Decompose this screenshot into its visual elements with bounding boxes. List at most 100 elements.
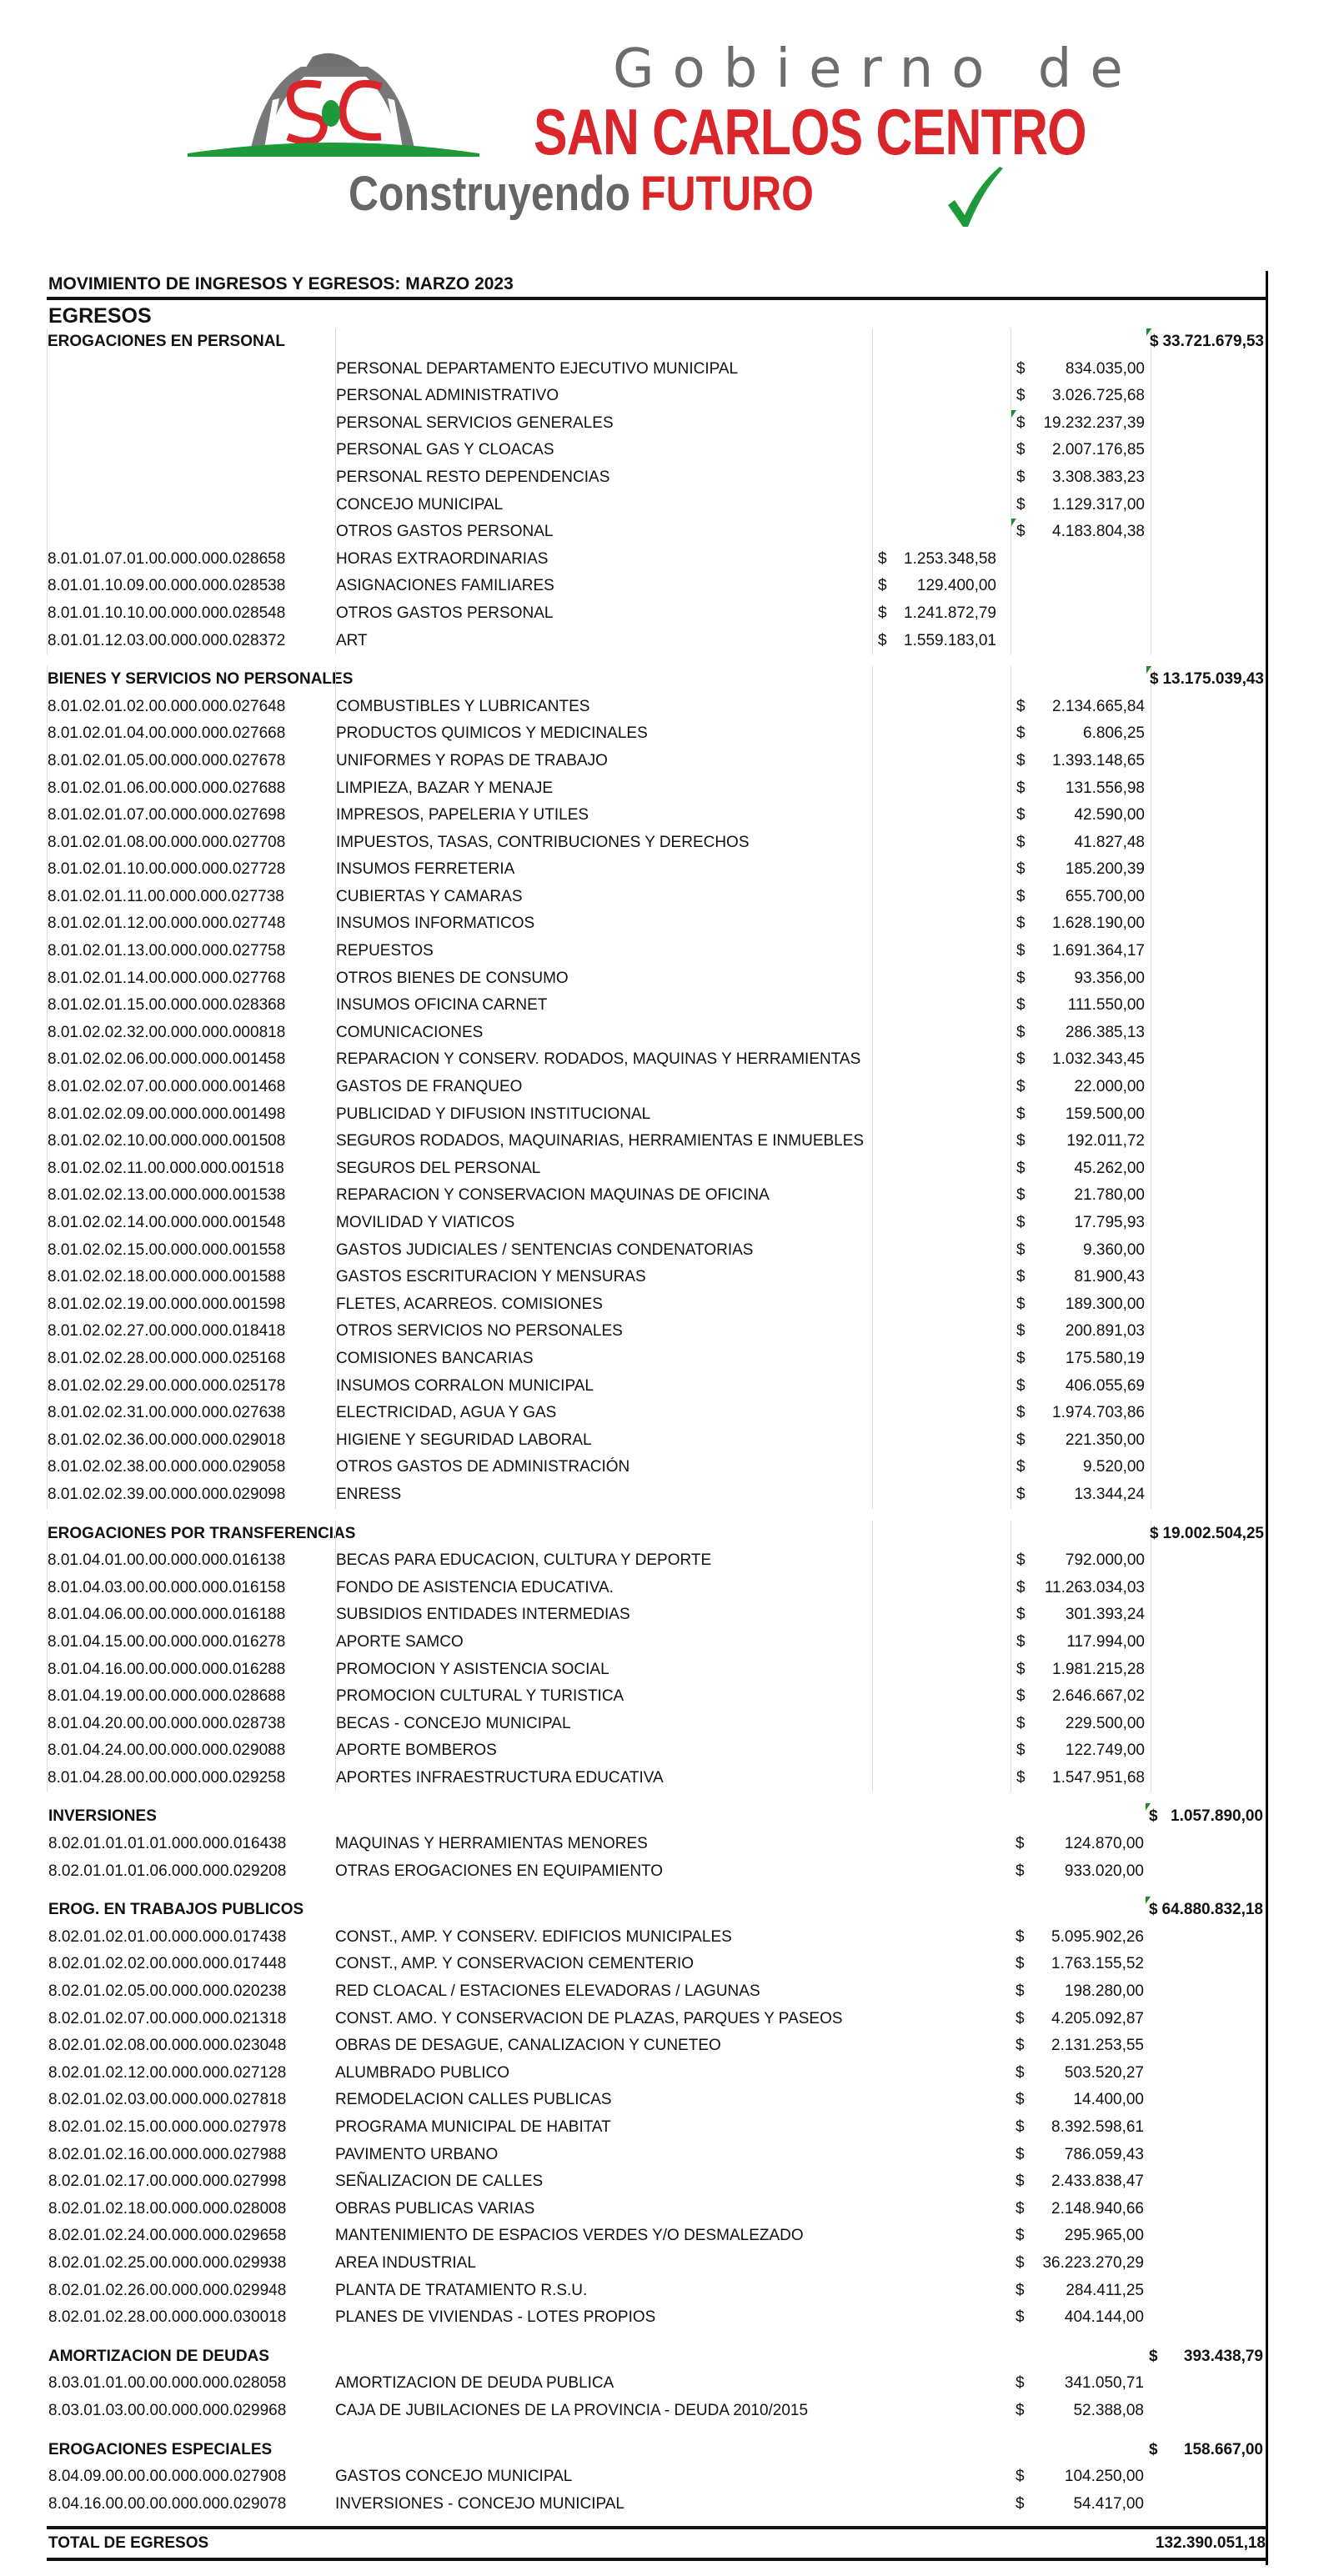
description: MAQUINAS Y HERRAMIENTAS MENORES [335, 1835, 648, 1853]
line-amount: $792.000,00 [1011, 1547, 1151, 1575]
detail-amount [872, 519, 1003, 546]
account-code: 8.01.04.03.00.00.000.000.016158 [47, 1574, 331, 1602]
detail-amount [872, 2463, 1002, 2491]
grid-cell [1151, 383, 1266, 410]
description: GASTOS JUDICIALES / SENTENCIAS CONDENATO… [335, 1236, 870, 1265]
amount-value: 11.263.034,03 [1044, 1578, 1145, 1596]
grid-cell [1151, 1210, 1266, 1237]
amount-value: 301.393,24 [1065, 1606, 1145, 1624]
detail-amount [872, 747, 1003, 775]
line-amount: $189.300,00 [1011, 1291, 1151, 1319]
section-header: EROG. EN TRABAJOS PUBLICOS $64.880.832,18 [47, 1897, 1267, 1924]
account-code: 8.01.01.07.01.00.000.000.028658 [47, 545, 331, 574]
amount-value: 93.356,00 [1074, 969, 1145, 987]
account-code: 8.01.02.02.07.00.000.000.001468 [47, 1074, 331, 1101]
account-code [47, 355, 331, 383]
line-amount: $93.356,00 [1011, 965, 1151, 993]
detail-amount [872, 1710, 1003, 1738]
sections: EROGACIONES EN PERSONAL $33.721.679,53 PER… [47, 328, 1267, 2518]
account-code: 8.01.04.20.00.00.000.000.028738 [47, 1710, 331, 1738]
description: FONDO DE ASISTENCIA EDUCATIVA. [335, 1574, 870, 1602]
line-amount: $1.691.364,17 [1011, 938, 1151, 965]
amount-value: 54.417,00 [1073, 2494, 1144, 2513]
amount-value: 834.035,00 [1065, 359, 1145, 378]
account-code: 8.02.01.02.18.00.000.000.028008 [48, 2199, 287, 2218]
description: PROMOCION CULTURAL Y TURISTICA [335, 1683, 870, 1711]
amount-value: 19.002.504,25 [1162, 1524, 1264, 1542]
currency-sign: $ [1016, 1404, 1026, 1422]
line-amount: $341.050,71 [1011, 2370, 1151, 2398]
table-row: 8.01.04.01.00.00.000.000.016138 BECAS PAR… [47, 1547, 1267, 1575]
grid-cell [335, 1520, 870, 1548]
line-amount: $36.223.270,29 [1011, 2250, 1151, 2278]
account-code: 8.02.01.02.17.00.000.000.027998 [48, 2173, 287, 2191]
table-row: 8.01.02.01.10.00.000.000.027728 INSUMOS F… [47, 856, 1267, 884]
description: OTRAS EROGACIONES EN EQUIPAMIENTO [335, 1862, 664, 1880]
grid-cell [1151, 693, 1266, 721]
section-total: $393.438,79 [1149, 2343, 1266, 2371]
account-code: 8.02.01.02.03.00.000.000.027818 [48, 2091, 287, 2109]
description: ALUMBRADO PUBLICO [335, 2063, 510, 2082]
grid-cell [1151, 1019, 1266, 1047]
detail-amount [872, 883, 1003, 911]
detail-amount [872, 2032, 1002, 2060]
account-code: 8.01.02.02.15.00.000.000.001558 [47, 1236, 331, 1265]
amount-value: 104.250,00 [1064, 2468, 1144, 2486]
table-row: 8.02.01.02.05.00.000.000.020238 RED CLOAC… [47, 1978, 1267, 2006]
table-row: 8.01.02.01.11.00.000.000.027738 CUBIERTAS… [47, 883, 1267, 911]
amount-value: 175.580,19 [1065, 1349, 1145, 1367]
comment-marker-icon [1146, 1803, 1151, 1812]
detail-amount [872, 1236, 1003, 1265]
table-row: 8.01.02.02.19.00.000.000.001598 FLETES, A… [47, 1291, 1267, 1319]
amount-value: 1.393.148,65 [1052, 751, 1145, 769]
account-code: 8.01.02.01.13.00.000.000.027758 [47, 938, 331, 965]
line-amount: $11.263.034,03 [1011, 1574, 1151, 1602]
account-code: 8.01.02.02.31.00.000.000.027638 [47, 1400, 331, 1427]
description: PERSONAL SERVICIOS GENERALES [335, 409, 870, 438]
detail-amount [872, 1182, 1003, 1210]
line-amount: $45.262,00 [1011, 1155, 1151, 1183]
total-label: TOTAL DE EGRESOS [48, 2534, 209, 2553]
section-total: $19.002.504,25 [1150, 1520, 1266, 1548]
logo-line2: SAN CARLOS CENTRO [534, 95, 1087, 168]
account-code: 8.02.01.02.28.00.000.000.030018 [48, 2308, 287, 2327]
line-amount: $17.795,93 [1011, 1210, 1151, 1237]
line-amount: $21.780,00 [1011, 1182, 1151, 1210]
table-row: 8.01.02.01.15.00.000.000.028368 INSUMOS O… [47, 992, 1267, 1020]
description: GASTOS CONCEJO MUNICIPAL [335, 2468, 573, 2486]
description: INSUMOS FERRETERIA [335, 856, 870, 884]
detail-amount: $1.559.183,01 [872, 627, 1003, 655]
amount-value: 22.000,00 [1074, 1078, 1145, 1096]
header-logo: Gobierno de SAN CARLOS CENTRO Construyen… [0, 0, 1334, 250]
currency-sign: $ [1016, 1268, 1026, 1286]
detail-amount [872, 2491, 1002, 2518]
amount-value: 198.280,00 [1064, 1982, 1144, 2001]
description: CONST. AMO. Y CONSERVACION DE PLAZAS, PA… [335, 2009, 843, 2027]
account-code: 8.01.01.10.10.00.000.000.028548 [47, 599, 331, 628]
grid-cell [1151, 437, 1266, 464]
description: OTROS BIENES DE CONSUMO [335, 965, 870, 993]
description: PERSONAL ADMINISTRATIVO [335, 383, 870, 410]
description: IMPUESTOS, TASAS, CONTRIBUCIONES Y DEREC… [335, 829, 870, 857]
table-row: 8.01.02.01.02.00.000.000.027648 COMBUSTIB… [47, 693, 1267, 721]
currency-sign: $ [1016, 751, 1026, 769]
description: REPARACION Y CONSERVACION MAQUINAS DE OF… [335, 1182, 870, 1210]
currency-sign: $ [1016, 1295, 1026, 1313]
account-code: 8.04.16.00.00.00.000.000.029078 [48, 2494, 287, 2513]
account-code [47, 519, 331, 546]
amount-value: 185.200,39 [1065, 860, 1145, 879]
detail-amount [872, 1454, 1003, 1481]
section-label: EGRESOS [47, 300, 1267, 328]
logo-line1: Gobierno de [613, 38, 1141, 100]
currency-sign: $ [1016, 1159, 1026, 1177]
table-row: 8.02.01.01.01.01.000.000.016438 MAQUINAS … [47, 1831, 1267, 1858]
currency-sign: $ [1016, 1714, 1026, 1732]
comment-marker-icon [1146, 1897, 1151, 1905]
description: CONST., AMP. Y CONSERV. EDIFICIOS MUNICI… [335, 1927, 732, 1946]
amount-value: 4.183.804,38 [1052, 523, 1145, 541]
account-code: 8.01.04.24.00.00.000.000.029088 [47, 1737, 331, 1765]
line-amount: $2.131.253,55 [1011, 2032, 1151, 2060]
currency-sign: $ [1016, 2091, 1025, 2109]
amount-value: 64.880.832,18 [1161, 1901, 1263, 1919]
currency-sign: $ [1016, 441, 1026, 459]
